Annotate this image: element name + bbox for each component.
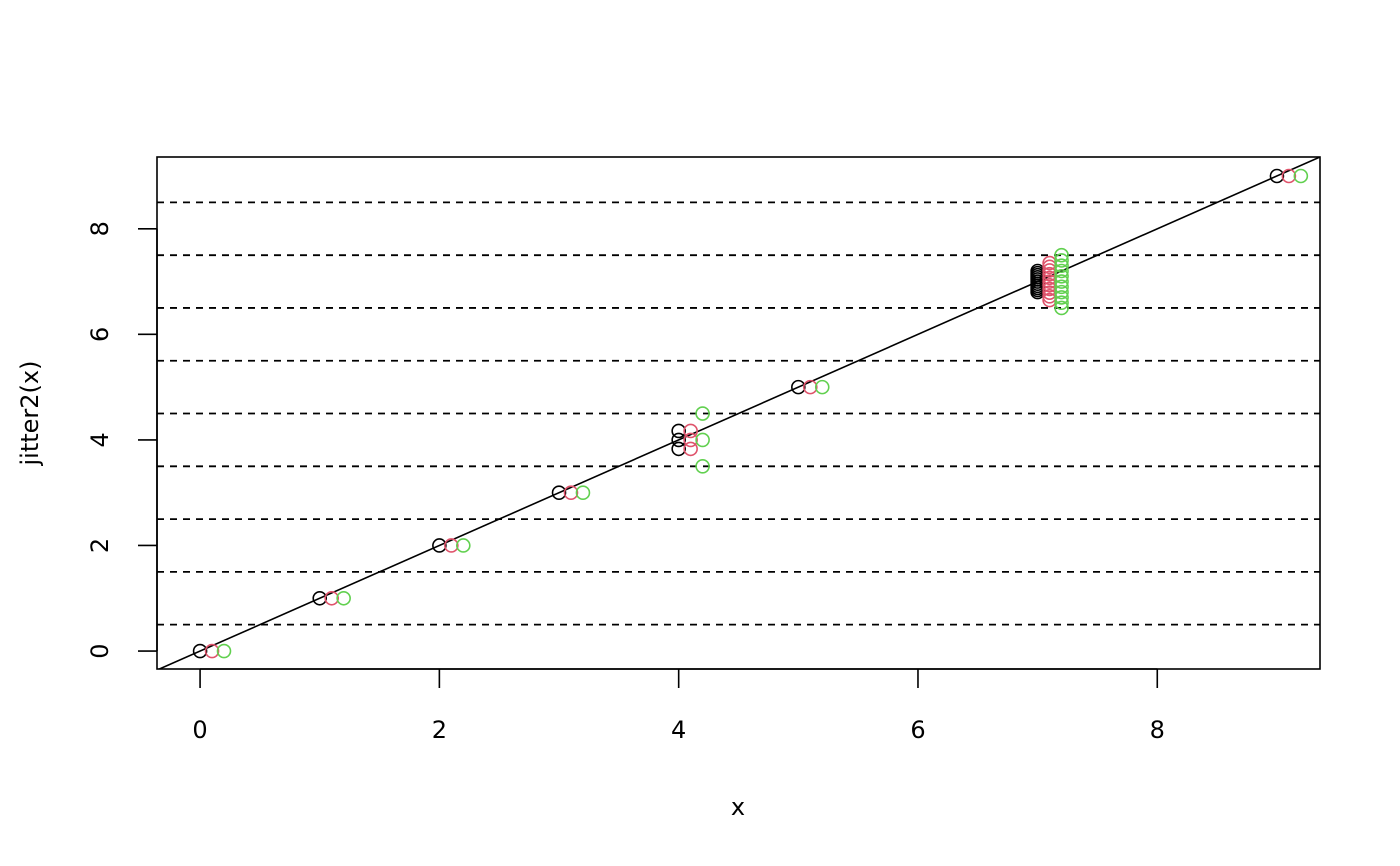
data-point: [432, 538, 447, 553]
data-point: [671, 441, 686, 457]
data-point: [695, 406, 710, 421]
x-tick-label: 8: [1150, 716, 1165, 744]
y-tick-label: 4: [86, 432, 114, 447]
data-point: [1054, 290, 1069, 305]
data-point: [575, 485, 591, 501]
data-point: [1054, 284, 1069, 300]
data-point: [1042, 274, 1057, 289]
data-point: [1269, 168, 1285, 184]
data-point: [444, 538, 459, 553]
data-point: [1054, 300, 1069, 316]
data-point: [336, 590, 351, 606]
data-point: [216, 643, 232, 659]
data-point: [671, 423, 686, 439]
y-tick-label: 2: [86, 538, 114, 553]
data-point: [456, 538, 471, 553]
y-tick-label: 6: [86, 327, 114, 342]
y-tick-label: 8: [86, 221, 114, 236]
data-point: [1281, 168, 1297, 184]
x-tick-label: 6: [910, 716, 925, 744]
data-point: [192, 643, 208, 659]
data-point: [683, 423, 698, 439]
data-point: [791, 379, 806, 395]
data-point: [683, 432, 698, 448]
data-point: [695, 459, 710, 474]
data-point: [1054, 274, 1069, 289]
x-tick-label: 0: [192, 716, 207, 744]
data-point: [1054, 258, 1069, 274]
data-point: [1054, 279, 1069, 295]
data-point: [1054, 247, 1069, 263]
data-point: [814, 379, 830, 395]
identity-line: [157, 157, 1320, 669]
data-point: [1054, 253, 1069, 268]
data-point: [1054, 295, 1069, 310]
data-point: [312, 590, 328, 606]
x-axis-label: x: [731, 793, 745, 821]
data-point: [563, 485, 579, 501]
data-point: [324, 590, 339, 606]
data-point: [695, 432, 710, 448]
data-point: [1054, 268, 1069, 284]
data-point: [683, 441, 698, 457]
y-axis-label: jitter2(x): [16, 361, 44, 467]
data-point: [802, 379, 818, 395]
x-tick-label: 2: [432, 716, 447, 744]
data-point: [671, 432, 686, 448]
x-tick-label: 4: [671, 716, 686, 744]
data-point: [1054, 263, 1069, 279]
data-point: [1293, 168, 1309, 184]
data-point: [551, 485, 567, 501]
data-point: [204, 643, 220, 659]
y-tick-label: 0: [86, 643, 114, 658]
